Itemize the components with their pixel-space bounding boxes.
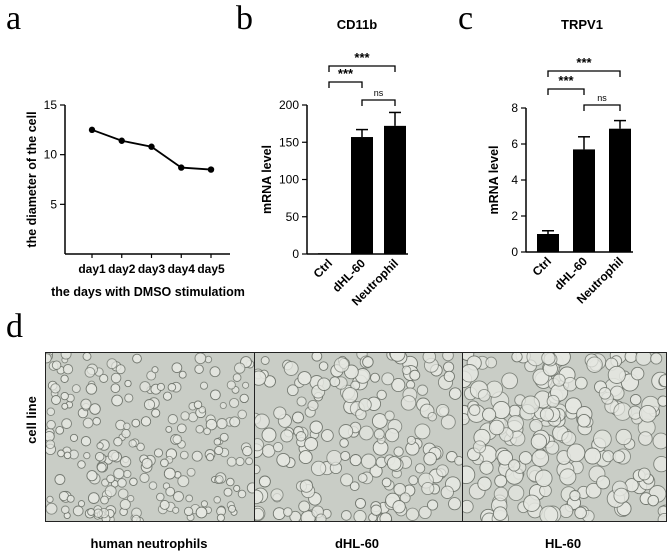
y-tick-label: 4 (511, 173, 518, 187)
x-tick-label: day3 (138, 262, 166, 276)
y-axis-label: the diameter of the cell (25, 111, 39, 247)
y-tick-label: 50 (286, 210, 300, 224)
x-tick-label: day2 (108, 262, 136, 276)
panel-letter-d: d (6, 308, 23, 345)
x-tick-label: day4 (168, 262, 196, 276)
chart-title: TRPV1 (561, 17, 603, 32)
y-axis-label: mRNA level (260, 145, 274, 214)
x-tick-label: Ctrl (530, 254, 555, 279)
bar (573, 149, 595, 252)
data-point (148, 143, 155, 150)
micrograph-label-dhl60: dHL-60 (334, 536, 380, 551)
significance-label: *** (558, 73, 574, 88)
y-tick-label: 150 (279, 135, 299, 149)
micrograph-image (255, 353, 462, 521)
significance-label: *** (338, 66, 354, 81)
panel-letter-a: a (6, 0, 22, 37)
x-tick-label: Ctrl (311, 256, 336, 281)
y-tick-label: 10 (44, 148, 58, 162)
data-point (118, 137, 125, 144)
data-point (88, 126, 96, 134)
y-tick-label: 100 (279, 173, 299, 187)
data-point (207, 166, 215, 173)
y-axis-label: mRNA level (487, 145, 501, 214)
micrograph-dhl60 (254, 353, 462, 521)
y-tick-label: 2 (511, 209, 518, 223)
x-tick-label: day1 (78, 262, 106, 276)
bar (384, 125, 406, 254)
significance-bracket (583, 104, 621, 111)
significance-bracket (328, 65, 396, 72)
significance-bracket (361, 99, 396, 106)
significance-label: ns (374, 88, 384, 98)
significance-bracket (547, 88, 585, 95)
significance-label: *** (576, 55, 592, 70)
charts-svg: 5 10 15 day1 day2 day3 day4 day5 the diameter of… (25, 17, 633, 309)
y-tick-label: 200 (279, 98, 299, 112)
chart-title: CD11b (337, 17, 378, 32)
bar (351, 137, 373, 254)
significance-bracket (328, 81, 363, 88)
micrograph-ylabel: cell line (24, 396, 39, 444)
x-axis-label: the days with DMSO stimulatiom (51, 285, 245, 299)
y-tick-label: 0 (292, 247, 299, 261)
y-tick-label: 5 (50, 197, 57, 211)
panel-letter-c: c (458, 0, 474, 37)
micrograph-image (463, 353, 666, 521)
bar (318, 253, 340, 255)
significance-label: *** (354, 50, 370, 65)
micrograph-label-hl60: HL-60 (544, 536, 582, 551)
bar (537, 234, 559, 252)
micrograph-label-human-neutrophils: human neutrophils (90, 536, 208, 551)
y-tick-label: 15 (44, 98, 58, 112)
bar (609, 128, 631, 252)
data-point (178, 164, 185, 171)
micrograph-human-neutrophils (46, 353, 254, 521)
panel-letter-b: b (236, 0, 253, 37)
micrograph-hl60 (462, 353, 666, 521)
significance-bracket (547, 70, 621, 77)
y-tick-label: 8 (511, 101, 518, 115)
significance-label: ns (597, 93, 607, 103)
micrograph-strip (45, 352, 667, 522)
y-tick-label: 0 (511, 245, 518, 259)
y-tick-label: 6 (511, 137, 518, 151)
x-tick-label: day5 (197, 262, 225, 276)
micrograph-image (46, 353, 254, 521)
